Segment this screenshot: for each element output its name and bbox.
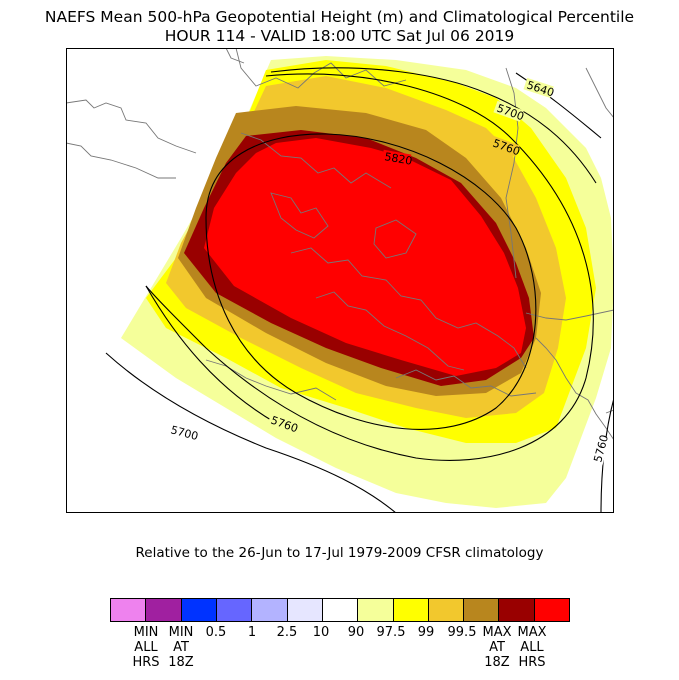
coastlines <box>66 48 614 441</box>
contour-5820-label: 5820 <box>383 150 413 168</box>
contour-5700-bottom-label: 5700 <box>169 423 199 443</box>
legend-swatch-min-at-18z <box>146 599 182 621</box>
legend-label-10: 10 <box>312 625 330 640</box>
legend-label-97-5: 97.5 <box>376 625 406 640</box>
map-panel: 5640 5700 5760 5820 5700 5760 <box>66 48 614 513</box>
contour-5700-bottom-line <box>105 352 397 513</box>
legend-swatch-pct-99 <box>393 599 429 621</box>
chart-title: NAEFS Mean 500-hPa Geopotential Height (… <box>44 8 635 26</box>
legend-swatch-pct-10 <box>287 599 323 621</box>
legend-swatch-max-all-hrs <box>534 599 570 621</box>
legend-swatch-max-all-hrs-dark <box>499 599 535 621</box>
legend-swatch-pct-97-5 <box>358 599 394 621</box>
legend-label-min-at-18z: MIN AT 18Z <box>168 625 194 670</box>
contour-5760-bottom-line <box>145 285 277 424</box>
chart-valid-time: HOUR 114 - VALID 18:00 UTC Sat Jul 06 20… <box>164 27 515 45</box>
legend-label-min-all-hrs: MIN ALL HRS <box>132 625 160 670</box>
height-contours <box>105 67 614 513</box>
legend-swatch-max-at-18z <box>464 599 500 621</box>
legend-swatch-pct-2-5 <box>252 599 288 621</box>
shade-max-all-hrs <box>204 138 526 376</box>
legend-label-max-all-hrs: MAX ALL HRS <box>517 625 547 670</box>
map-frame <box>66 48 614 513</box>
contour-5820-line <box>205 133 537 430</box>
legend-swatch-min-all-hrs <box>111 599 147 621</box>
legend-swatch-pct-0-5 <box>181 599 217 621</box>
contour-5760-right-label: 5760 <box>591 433 611 463</box>
legend-label-1: 1 <box>247 625 257 640</box>
percentile-colorbar <box>110 598 570 622</box>
legend-swatch-pct-90 <box>322 599 359 621</box>
contour-5700-top-line <box>270 67 597 184</box>
legend-label-99: 99 <box>417 625 435 640</box>
contour-5640-label: 5640 <box>525 78 556 99</box>
contour-5640-line <box>515 72 602 139</box>
legend-label-2-5: 2.5 <box>276 625 298 640</box>
legend-label-99-5: 99.5 <box>447 625 477 640</box>
legend-label-90: 90 <box>347 625 365 640</box>
climatology-subtitle: Relative to the 26-Jun to 17-Jul 1979-20… <box>135 545 544 561</box>
legend-swatch-pct-99-5 <box>428 599 465 621</box>
contour-5760-top-line <box>145 73 594 461</box>
legend-label-max-at-18z: MAX AT 18Z <box>482 625 512 670</box>
legend-label-0-5: 0.5 <box>205 625 227 640</box>
legend-swatch-pct-1 <box>216 599 253 621</box>
contour-labels: 5640 5700 5760 5820 5700 5760 <box>169 77 611 466</box>
